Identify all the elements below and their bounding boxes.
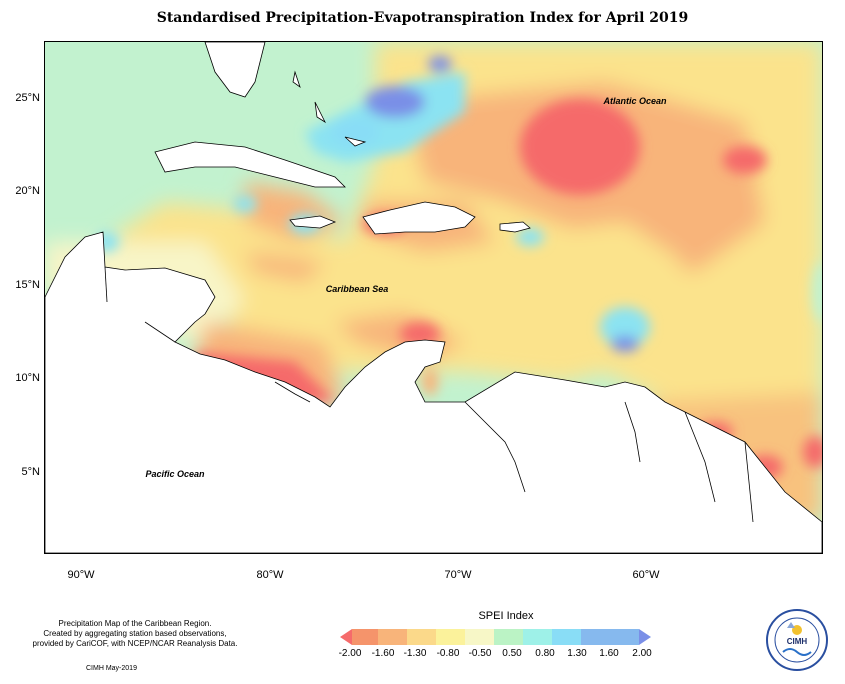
lat-label-15n: 15°N (15, 279, 40, 291)
legend-colorbar (340, 629, 651, 645)
legend-tick: 1.60 (599, 648, 619, 659)
lat-label-20n: 20°N (15, 185, 40, 197)
legend-tick: 1.30 (567, 648, 587, 659)
footer-line-1: Precipitation Map of the Caribbean Regio… (58, 619, 212, 628)
map-title: Standardised Precipitation-Evapotranspir… (156, 10, 689, 26)
caribbean-sea-label: Caribbean Sea (326, 284, 389, 294)
legend-swatch (552, 629, 581, 645)
legend-ticks: -2.00 -1.60 -1.30 -0.80 -0.50 0.50 0.80 … (339, 648, 652, 662)
legend-tick: 0.80 (535, 648, 555, 659)
lon-label-80w: 80°W (256, 569, 284, 581)
legend-tick: 2.00 (632, 648, 652, 659)
legend-tick: 0.50 (502, 648, 522, 659)
legend-tick: -0.50 (468, 648, 492, 659)
logo-text: CIMH (787, 637, 808, 646)
legend-tick: -1.30 (403, 648, 427, 659)
legend-swatch (465, 629, 494, 645)
legend-swatch (378, 629, 407, 645)
legend-swatch (494, 629, 523, 645)
lon-label-60w: 60°W (632, 569, 660, 581)
land (45, 42, 822, 553)
footer-line-2: Created by aggregating station based obs… (43, 629, 227, 638)
cloud-icon (787, 622, 795, 628)
borders (104, 266, 754, 523)
legend-swatch (352, 629, 378, 645)
wave-icon (782, 648, 812, 656)
lon-label-90w: 90°W (67, 569, 95, 581)
legend-swatch (523, 629, 552, 645)
legend-swatch (407, 629, 436, 645)
footer-credit: CIMH May-2019 (86, 665, 137, 672)
lat-label-10n: 10°N (15, 372, 40, 384)
lat-label-5n: 5°N (21, 466, 40, 478)
spei-map: Atlantic Ocean Caribbean Sea Pacific Oce… (45, 42, 822, 553)
cimh-logo: CIMH (766, 609, 828, 671)
legend-swatch (610, 629, 639, 645)
footer-line-3: provided by CariCOF, with NCEP/NCAR Rean… (32, 639, 238, 648)
lat-label-25n: 25°N (15, 92, 40, 104)
legend-tick: -2.00 (338, 648, 362, 659)
footer-description: Precipitation Map of the Caribbean Regio… (12, 619, 258, 649)
legend-title: SPEI Index (478, 610, 534, 622)
legend-arrow-wet (639, 629, 651, 645)
legend-swatch (581, 629, 610, 645)
legend-swatch (436, 629, 465, 645)
map-frame: Atlantic Ocean Caribbean Sea Pacific Oce… (44, 41, 823, 554)
legend-arrow-dry (340, 629, 352, 645)
legend-tick: -0.80 (436, 648, 460, 659)
legend-tick: -1.60 (371, 648, 395, 659)
atlantic-ocean-label: Atlantic Ocean (602, 96, 667, 106)
pacific-ocean-label: Pacific Ocean (145, 469, 205, 479)
lon-label-70w: 70°W (444, 569, 472, 581)
